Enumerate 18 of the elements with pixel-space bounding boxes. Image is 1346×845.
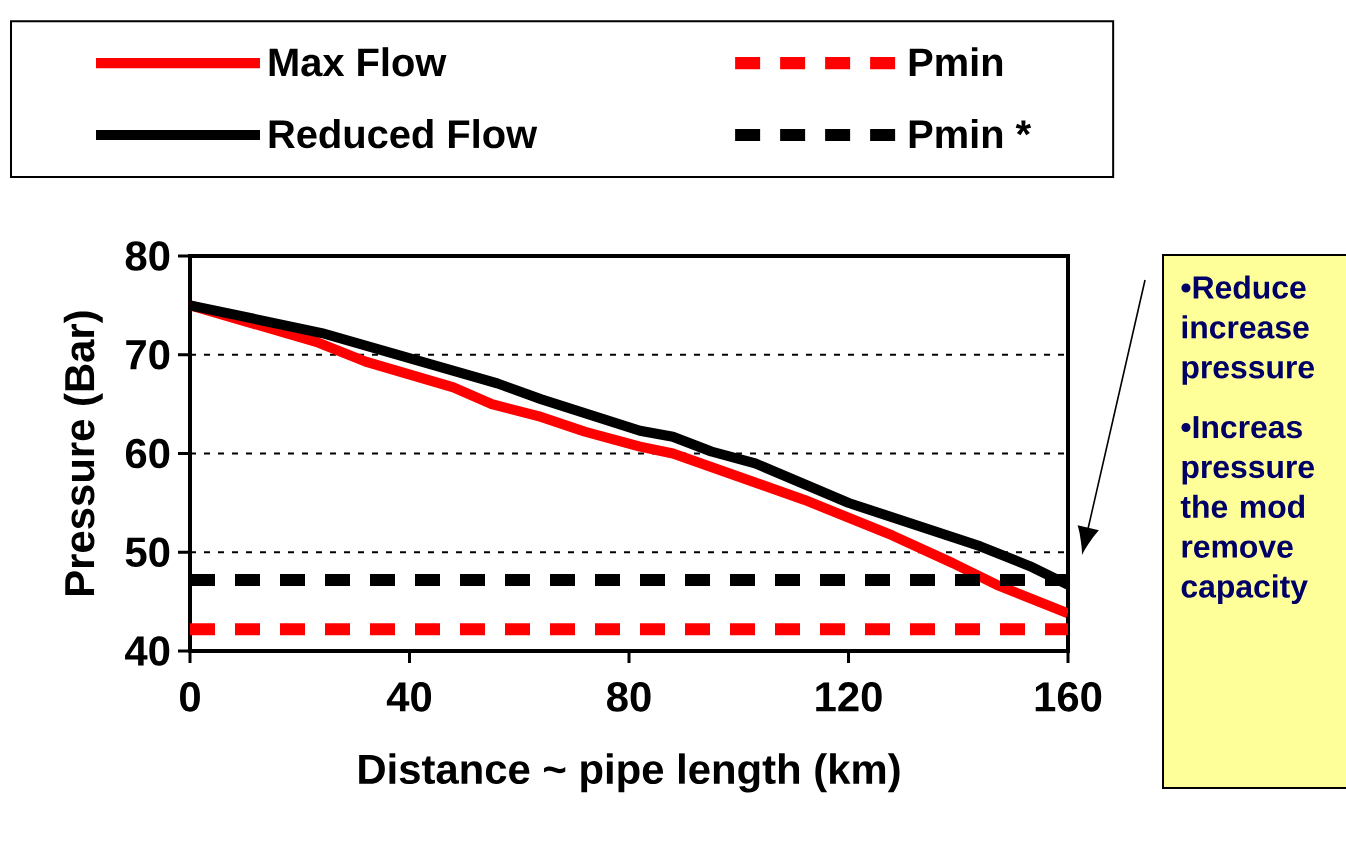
x-tick-label: 40 [386, 682, 432, 712]
x-tick-label: 120 [816, 682, 882, 712]
legend-label: Max Flow [269, 47, 447, 77]
y-tick-label: 80 [125, 241, 170, 271]
x-tick-label: 80 [607, 682, 651, 712]
y-tick-label: 50 [125, 537, 170, 568]
y-tick-label: 70 [126, 339, 170, 370]
x-tick-label: 160 [1035, 682, 1102, 712]
y-tick-label: 60 [125, 438, 170, 469]
legend-label: Pmin * [909, 119, 1032, 148]
x-tick-label: 0 [180, 682, 200, 712]
text: •Reduce increase pressure [1181, 275, 1314, 385]
text: •Increas pressure the mod remove capacity [1180, 416, 1314, 605]
x-axis-title: Distance ~ pipe length (km) [359, 753, 900, 793]
y-tick-label: 40 [125, 636, 170, 666]
legend-label: Pmin [909, 47, 1003, 77]
y-axis-title: Pressure (Bar) [63, 311, 103, 595]
legend-label: Reduced Flow [269, 119, 538, 149]
